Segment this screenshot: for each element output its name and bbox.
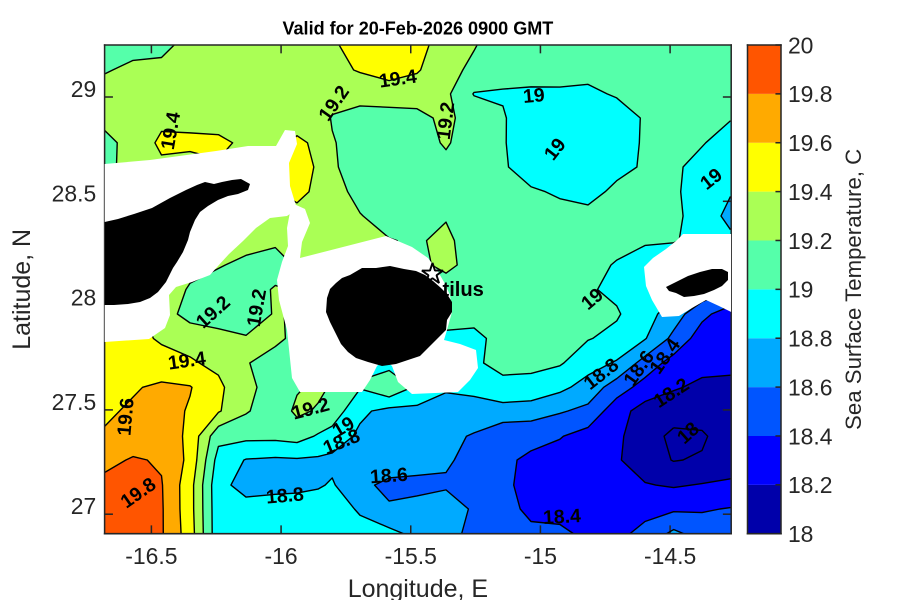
- svg-text:19.2: 19.2: [433, 101, 459, 141]
- svg-text:19.2: 19.2: [788, 228, 833, 254]
- svg-text:19.6: 19.6: [113, 397, 138, 437]
- svg-text:-16.5: -16.5: [125, 543, 177, 569]
- svg-text:-16: -16: [265, 543, 298, 569]
- svg-text:18.8: 18.8: [788, 326, 833, 352]
- svg-text:19.6: 19.6: [788, 130, 833, 156]
- svg-text:28: 28: [71, 285, 96, 311]
- svg-text:29: 29: [71, 76, 96, 102]
- svg-text:Valid for 20-Feb-2026 0900 GMT: Valid for 20-Feb-2026 0900 GMT: [282, 19, 553, 39]
- svg-text:27.5: 27.5: [52, 389, 97, 415]
- svg-text:19.8: 19.8: [788, 81, 833, 107]
- svg-text:28.5: 28.5: [52, 180, 97, 206]
- svg-text:-15.5: -15.5: [385, 543, 437, 569]
- svg-text:Longitude, E: Longitude, E: [348, 575, 488, 600]
- svg-text:19.4: 19.4: [788, 179, 833, 205]
- svg-text:18: 18: [788, 521, 813, 547]
- svg-text:18.2: 18.2: [788, 472, 833, 498]
- svg-text:20: 20: [788, 32, 813, 58]
- svg-text:18.4: 18.4: [788, 423, 833, 449]
- svg-text:-15: -15: [524, 543, 557, 569]
- svg-text:19.4: 19.4: [167, 347, 208, 374]
- svg-text:18.4: 18.4: [542, 505, 581, 529]
- svg-text:-14.5: -14.5: [644, 543, 696, 569]
- svg-text:18.8: 18.8: [265, 483, 305, 508]
- svg-text:18.6: 18.6: [369, 464, 408, 489]
- svg-text:tilus: tilus: [443, 279, 484, 301]
- svg-text:19: 19: [788, 277, 813, 303]
- svg-text:27: 27: [71, 493, 96, 519]
- svg-text:19.4: 19.4: [378, 65, 419, 92]
- svg-text:Sea Surface Temperature, C: Sea Surface Temperature, C: [841, 149, 866, 430]
- svg-text:18.6: 18.6: [788, 374, 833, 400]
- svg-text:19: 19: [522, 84, 546, 108]
- svg-text:Latitude, N: Latitude, N: [8, 229, 36, 350]
